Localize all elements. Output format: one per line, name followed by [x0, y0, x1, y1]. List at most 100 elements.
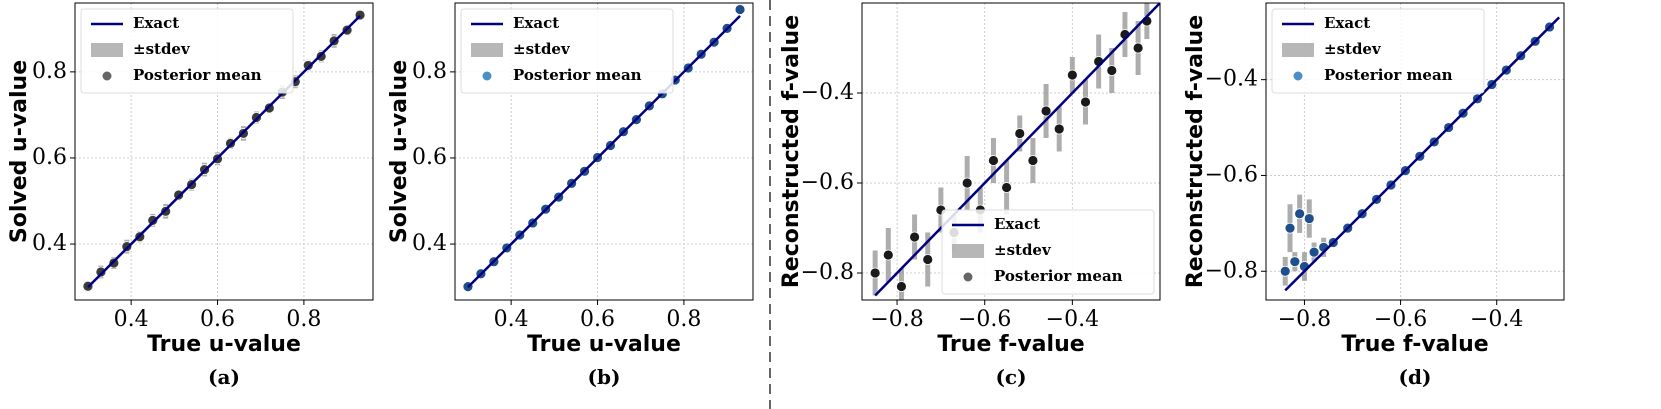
caption: (d) — [1399, 365, 1432, 389]
y-tick-label: −0.4 — [801, 80, 854, 105]
x-tick-label: 0.6 — [580, 307, 615, 332]
legend-box — [80, 8, 294, 94]
point — [1308, 246, 1320, 258]
legend-label: Exact — [133, 14, 179, 32]
panel: −0.8 −0.6 −0.4 −0.8 −0.6 −0.4 Exact ±stdev Poste… — [1183, 2, 1565, 389]
panel: 0.4 0.6 0.8 0.4 0.6 0.8 Exact ±stdev Posterior m… — [387, 2, 754, 389]
y-tick-label: −0.6 — [801, 170, 854, 195]
point — [1106, 65, 1118, 76]
x-tick-label: 0.4 — [114, 307, 149, 332]
panel: −0.8 −0.6 −0.4 −0.8 −0.6 −0.4 Exact ±stdev Poste… — [779, 2, 1161, 389]
plot-content — [869, 3, 1160, 300]
y-axis-label: Solved u-value — [387, 60, 412, 243]
y-axis-label: Reconstructed f-value — [779, 15, 804, 288]
x-tick-label: −0.8 — [1278, 307, 1331, 332]
plot-content — [1279, 16, 1561, 292]
legend-dot — [962, 271, 974, 283]
legend-label: Posterior mean — [994, 267, 1123, 285]
axes-frame — [74, 2, 374, 301]
legend-band — [952, 244, 984, 258]
legend-label: ±stdev — [513, 40, 571, 58]
point — [1284, 222, 1296, 234]
y-axis-label: Reconstructed f-value — [1183, 15, 1208, 288]
y-tick-label: 0.4 — [412, 231, 447, 256]
point — [95, 266, 107, 278]
panel: 0.4 0.6 0.8 0.4 0.6 0.8 Exact ±stdev Posterior m… — [7, 2, 374, 389]
legend-dot — [1292, 70, 1304, 82]
legend-label: Exact — [1324, 14, 1370, 32]
point — [1294, 208, 1306, 220]
exact-line — [87, 15, 361, 288]
x-tick-label: −0.6 — [1374, 307, 1427, 332]
y-tick-label: 0.6 — [32, 145, 67, 170]
x-axis-label: True f-value — [937, 332, 1084, 357]
legend-box — [460, 8, 674, 94]
legend-label: Posterior mean — [133, 66, 262, 84]
legend-label: Posterior mean — [513, 66, 642, 84]
caption: (b) — [588, 365, 621, 389]
point — [302, 60, 314, 71]
point — [988, 155, 999, 166]
point — [147, 214, 159, 226]
plot-content — [82, 9, 366, 292]
axes-frame — [861, 2, 1161, 301]
y-axis-label: Solved u-value — [7, 60, 32, 243]
x-axis-label: True f-value — [1341, 332, 1488, 357]
point — [1001, 182, 1013, 193]
x-tick-label: −0.4 — [1046, 307, 1099, 332]
point — [869, 267, 881, 279]
y-tick-label: 0.6 — [412, 145, 447, 170]
axes-frame — [1265, 2, 1565, 301]
point — [1303, 213, 1315, 224]
legend-label: Posterior mean — [1324, 66, 1453, 84]
caption: (c) — [995, 365, 1026, 389]
y-tick-label: −0.8 — [801, 260, 854, 285]
x-tick-label: −0.8 — [870, 307, 923, 332]
point — [1132, 42, 1144, 54]
point — [896, 281, 907, 292]
point — [1014, 128, 1026, 139]
legend-box — [1271, 8, 1485, 94]
y-tick-label: −0.8 — [1205, 258, 1258, 283]
x-tick-label: −0.4 — [1470, 307, 1523, 332]
legend-band — [1282, 43, 1314, 57]
exact-line — [1284, 16, 1561, 292]
plot-content — [462, 4, 746, 293]
point — [1040, 105, 1052, 117]
x-tick-label: −0.6 — [958, 307, 1011, 332]
legend-box — [941, 209, 1155, 295]
x-tick-label: 0.8 — [286, 307, 321, 332]
point — [1289, 256, 1301, 268]
y-tick-label: 0.8 — [32, 59, 67, 84]
point — [961, 177, 973, 189]
caption: (a) — [208, 365, 240, 389]
x-axis-label: True u-value — [527, 332, 681, 357]
point — [909, 231, 920, 243]
y-tick-label: 0.8 — [412, 59, 447, 84]
legend-label: Exact — [994, 215, 1040, 233]
axes-frame — [454, 2, 754, 301]
legend-label: ±stdev — [1324, 40, 1382, 58]
legend-band — [91, 43, 123, 57]
point — [1053, 123, 1065, 135]
point — [1066, 69, 1078, 81]
point — [882, 249, 894, 261]
y-tick-label: −0.6 — [1205, 162, 1258, 187]
legend-label: ±stdev — [994, 241, 1052, 259]
legend-dot — [101, 70, 113, 82]
y-tick-label: −0.4 — [1205, 67, 1258, 92]
point — [1027, 155, 1039, 166]
x-tick-label: 0.8 — [666, 307, 701, 332]
exact-line — [874, 3, 1160, 297]
point — [734, 4, 746, 15]
x-tick-label: 0.6 — [200, 307, 235, 332]
legend-label: ±stdev — [133, 40, 191, 58]
point — [1080, 96, 1091, 108]
exact-line — [467, 15, 741, 288]
x-tick-label: 0.4 — [494, 307, 529, 332]
point — [1279, 265, 1291, 277]
legend-dot — [481, 70, 493, 82]
y-tick-label: 0.4 — [32, 231, 67, 256]
x-axis-label: True u-value — [147, 332, 301, 357]
legend-label: Exact — [513, 14, 559, 32]
